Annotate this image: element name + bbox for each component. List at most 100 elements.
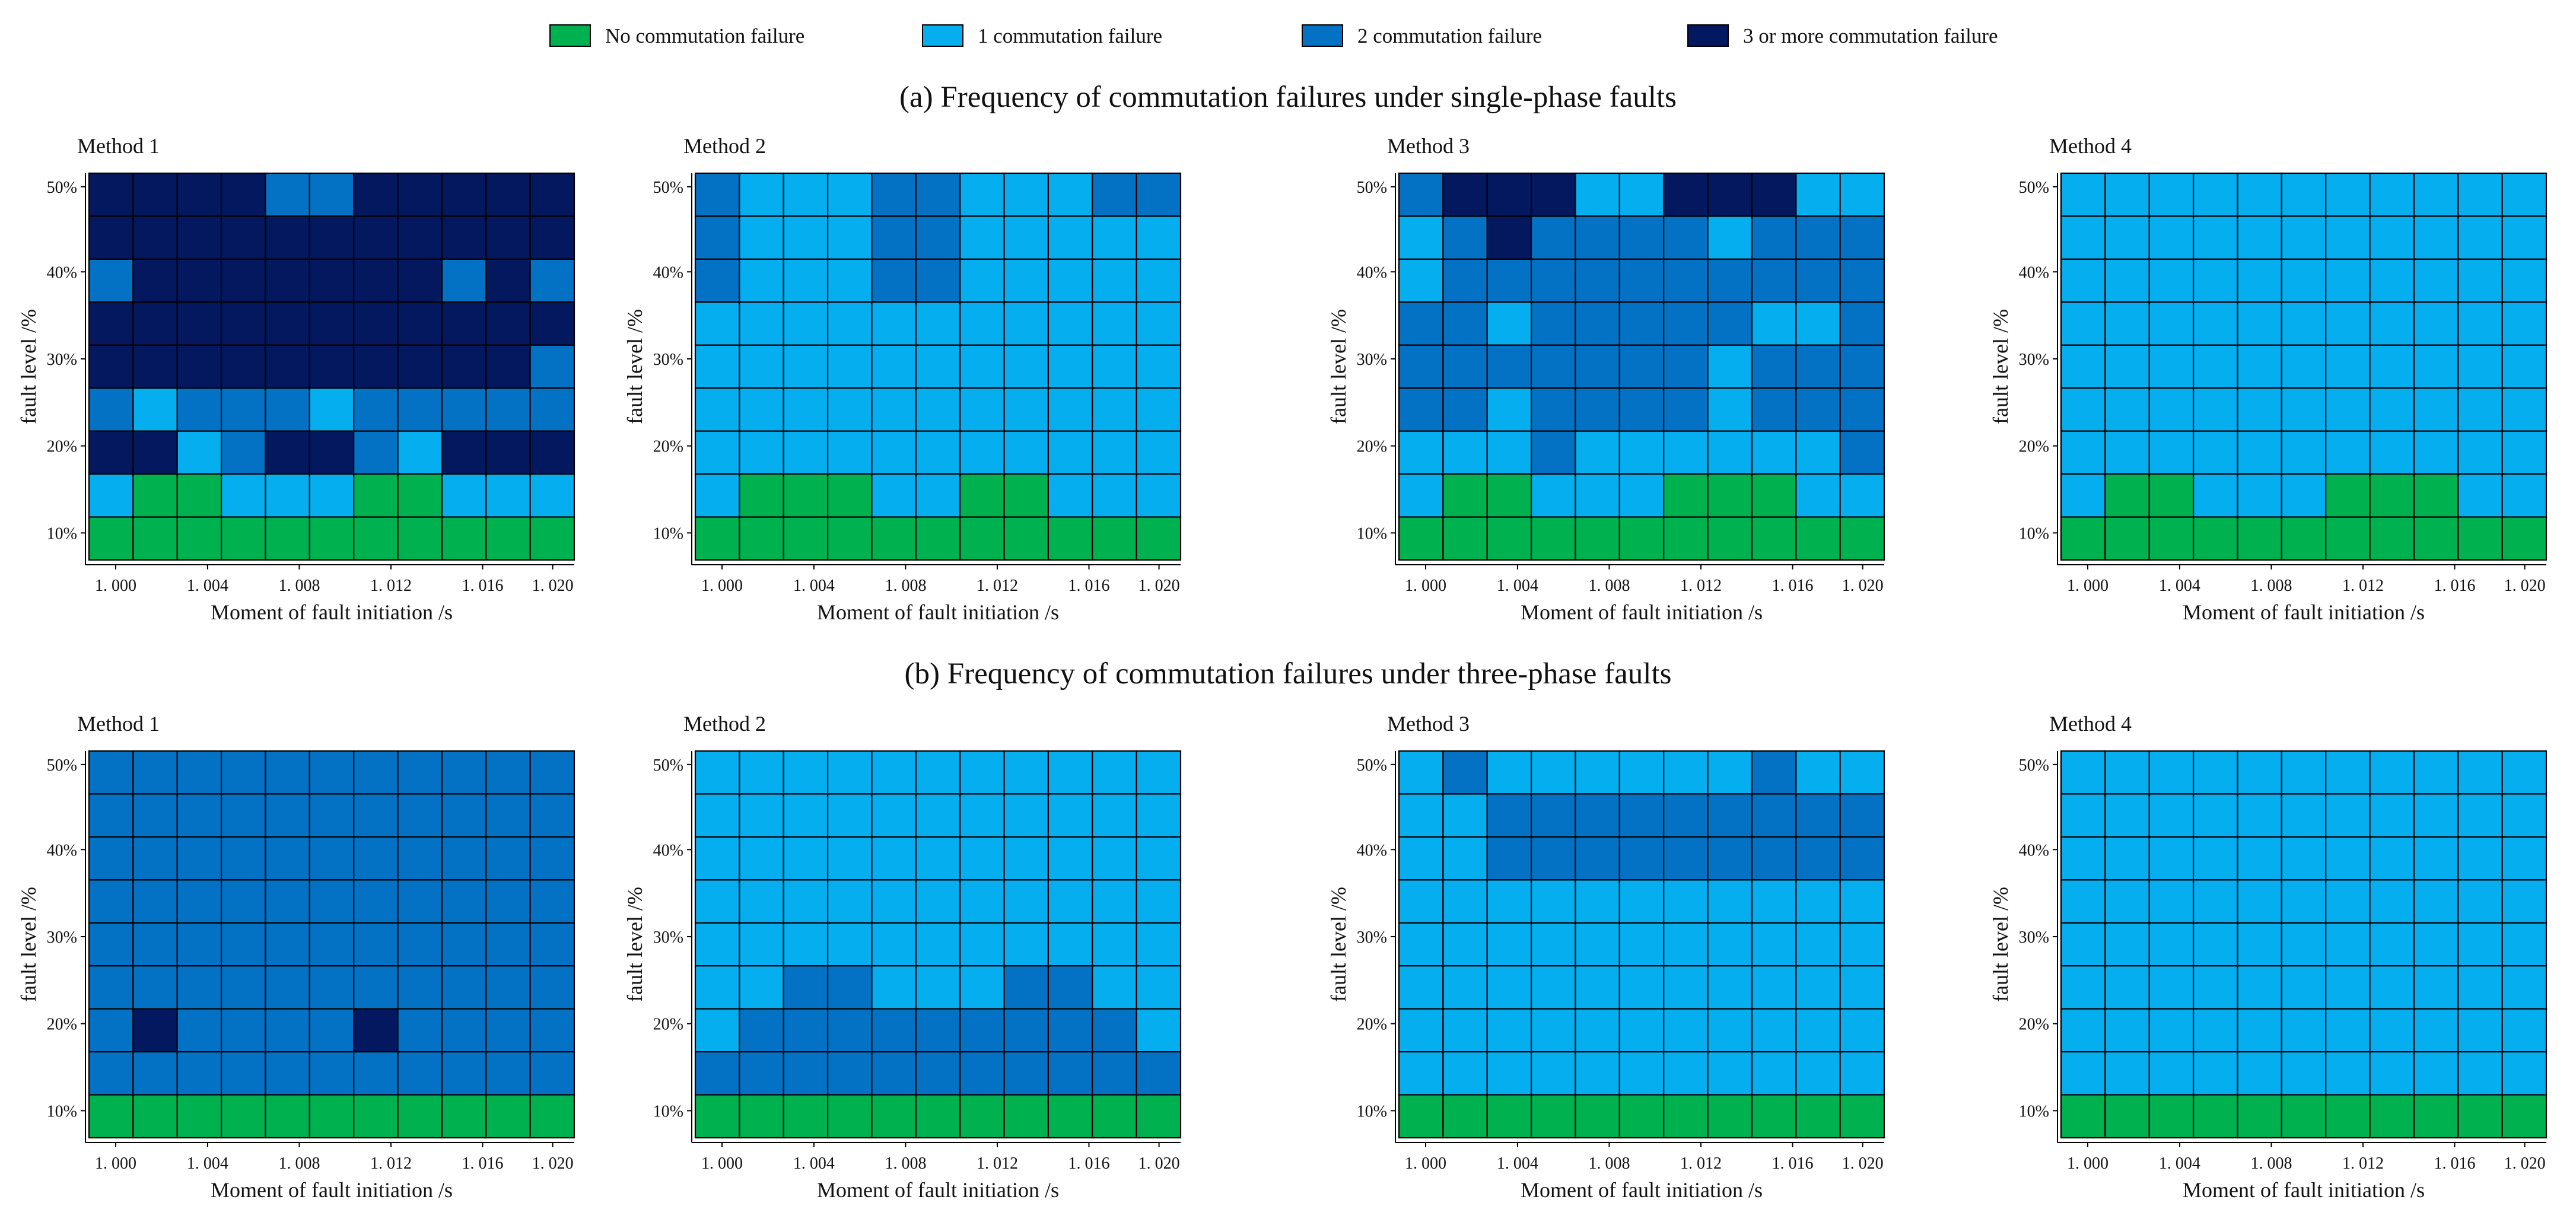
heatmap-cell bbox=[2192, 1008, 2238, 1053]
heatmap-cell bbox=[1530, 1051, 1576, 1096]
heatmap-cell bbox=[88, 750, 134, 795]
heatmap-cell bbox=[1486, 1051, 1532, 1096]
heatmap-cell bbox=[220, 879, 266, 924]
heatmap-cell bbox=[265, 344, 310, 389]
heatmap-cell bbox=[1530, 1094, 1576, 1139]
heatmap-cell bbox=[1092, 879, 1137, 924]
heatmap-cell bbox=[1003, 836, 1050, 881]
y-tick-label: 10% bbox=[47, 1102, 77, 1121]
x-tick-label: 1. 016 bbox=[462, 1154, 503, 1173]
heatmap-cell bbox=[2192, 965, 2238, 1010]
heatmap-cell bbox=[739, 1094, 784, 1139]
heatmap-cell bbox=[1003, 1051, 1050, 1096]
heatmap-cell bbox=[441, 750, 487, 795]
heatmap-cell bbox=[826, 922, 873, 967]
heatmap-cell bbox=[1136, 1008, 1182, 1053]
heatmap-cell bbox=[2501, 793, 2548, 838]
heatmap-cell bbox=[826, 1094, 873, 1139]
heatmap-cell bbox=[1707, 1094, 1753, 1139]
heatmap-cell bbox=[441, 965, 487, 1010]
heatmap-cell bbox=[739, 301, 784, 346]
heatmap-cell bbox=[1751, 750, 1797, 795]
legend-label: 1 commutation failure bbox=[978, 24, 1162, 47]
heatmap-cell bbox=[2501, 301, 2548, 346]
heatmap-cell bbox=[1047, 1094, 1093, 1139]
heatmap-cell bbox=[2457, 344, 2503, 389]
heatmap-cell bbox=[176, 879, 222, 924]
heatmap-cell bbox=[1047, 215, 1093, 260]
heatmap-cell bbox=[132, 516, 178, 561]
heatmap-cell bbox=[1003, 1094, 1050, 1139]
heatmap-cell bbox=[309, 1094, 355, 1139]
heatmap-cell bbox=[1442, 965, 1488, 1010]
heatmap-cell bbox=[1047, 793, 1093, 838]
heatmap-cell bbox=[2060, 1094, 2106, 1139]
heatmap-cell bbox=[2369, 1008, 2415, 1053]
heatmap-cell bbox=[441, 258, 487, 303]
heatmap-cell bbox=[2104, 879, 2150, 924]
heatmap-cell bbox=[132, 836, 178, 881]
heatmap-cell bbox=[1136, 879, 1182, 924]
heatmap-panel: Method 2 1. 000 1. 004 1. 008 1. 012 1. 016 1.… bbox=[623, 134, 1182, 624]
heatmap-cell bbox=[871, 879, 917, 924]
heatmap-cell bbox=[529, 1051, 575, 1096]
legend-swatch bbox=[1687, 24, 1729, 47]
heatmap-cell bbox=[1092, 473, 1137, 518]
heatmap-cell bbox=[1486, 387, 1532, 432]
heatmap-cell bbox=[88, 473, 134, 518]
heatmap-cell bbox=[1839, 965, 1885, 1010]
heatmap-cell bbox=[1530, 215, 1576, 260]
y-tick-label: 50% bbox=[1357, 179, 1387, 197]
heatmap-cell bbox=[1707, 215, 1753, 260]
y-axis-label: fault level /% bbox=[1989, 309, 2012, 424]
x-tick-label: 1. 020 bbox=[1138, 1154, 1180, 1173]
heatmap-cell bbox=[915, 258, 961, 303]
heatmap-cell bbox=[1839, 258, 1885, 303]
heatmap-cell bbox=[1575, 879, 1620, 924]
heatmap-cell bbox=[2104, 1008, 2150, 1053]
heatmap-cell bbox=[309, 750, 355, 795]
heatmap-cell bbox=[2237, 879, 2282, 924]
heatmap-cell bbox=[1398, 1094, 1444, 1139]
heatmap-cell bbox=[871, 750, 917, 795]
x-tick-label: 1. 008 bbox=[2250, 1154, 2292, 1173]
heatmap-cell bbox=[1575, 1051, 1620, 1096]
heatmap-cell bbox=[2501, 965, 2548, 1010]
heatmap-cell bbox=[2369, 387, 2415, 432]
legend-item-1-failure: 1 commutation failure bbox=[922, 24, 1162, 47]
heatmap-panel: Method 3 1. 000 1. 004 1. 008 1. 012 1. 016 1.… bbox=[1327, 134, 1885, 624]
heatmap-cell bbox=[1795, 879, 1841, 924]
heatmap-cell bbox=[1136, 922, 1182, 967]
heatmap-cell bbox=[783, 301, 829, 346]
heatmap-cell bbox=[2060, 172, 2106, 217]
heatmap-cell bbox=[1047, 836, 1093, 881]
heatmap-cell bbox=[397, 965, 443, 1010]
heatmap-cell bbox=[2104, 387, 2150, 432]
x-tick-label: 1. 012 bbox=[2342, 1154, 2384, 1173]
heatmap-cell bbox=[2060, 387, 2106, 432]
heatmap-cell bbox=[176, 430, 222, 475]
heatmap-cell bbox=[871, 793, 917, 838]
heatmap-cell bbox=[694, 1051, 740, 1096]
heatmap-cell bbox=[353, 750, 399, 795]
heatmap-cell bbox=[1003, 258, 1050, 303]
legend: No commutation failure 1 commutation fai… bbox=[549, 24, 1998, 47]
heatmap-cell bbox=[1136, 516, 1182, 561]
heatmap-cell bbox=[441, 387, 487, 432]
heatmap-cell bbox=[1136, 215, 1182, 260]
heatmap-cell bbox=[1618, 430, 1665, 475]
y-tick-label: 20% bbox=[1357, 438, 1387, 456]
heatmap-cell bbox=[2060, 473, 2106, 518]
y-tick-label: 40% bbox=[47, 263, 77, 282]
heatmap-cell bbox=[1839, 793, 1885, 838]
y-tick-label: 40% bbox=[2019, 263, 2049, 282]
heatmap-cell bbox=[88, 793, 134, 838]
x-tick-label: 1. 012 bbox=[370, 1154, 412, 1173]
y-tick-label: 30% bbox=[1357, 928, 1387, 947]
heatmap-cell bbox=[2457, 473, 2503, 518]
heatmap-cell bbox=[915, 922, 961, 967]
heatmap-cell bbox=[1795, 344, 1841, 389]
x-tick-label: 1. 020 bbox=[2504, 1154, 2546, 1173]
heatmap-cell bbox=[2237, 473, 2282, 518]
